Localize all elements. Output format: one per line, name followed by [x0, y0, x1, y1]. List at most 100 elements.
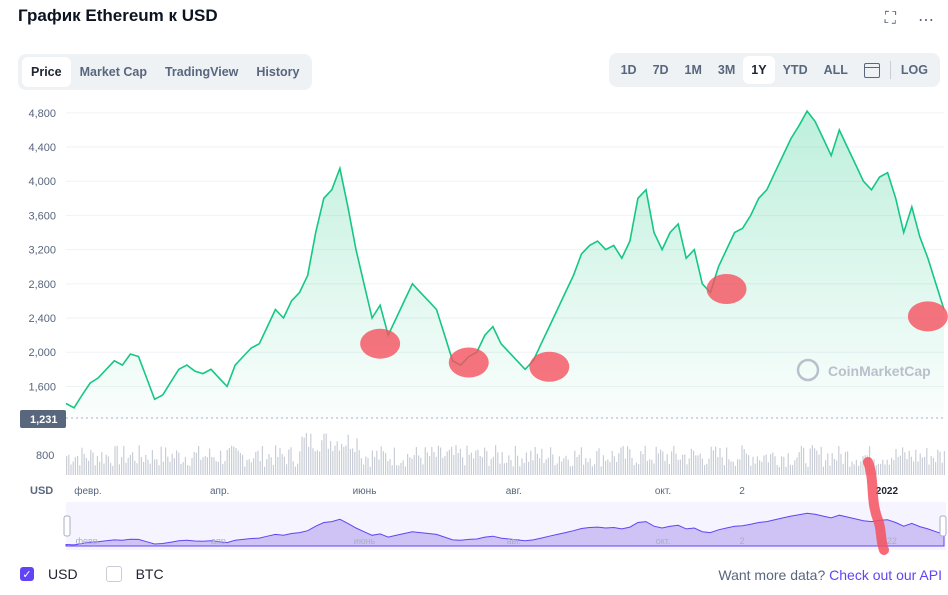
volume-bar: [805, 463, 807, 475]
volume-bar: [783, 456, 785, 475]
range-1d[interactable]: 1D: [620, 63, 637, 77]
volume-bar: [695, 455, 697, 475]
volume-bar: [308, 446, 310, 475]
tab-price[interactable]: Price: [22, 57, 71, 87]
volume-bar: [198, 446, 200, 475]
volume-bar: [385, 452, 387, 475]
volume-bar: [151, 450, 153, 475]
volume-bar: [594, 464, 596, 475]
volume-bar: [913, 461, 915, 475]
volume-bar: [668, 464, 670, 475]
volume-bar: [679, 459, 681, 475]
volume-bar: [915, 449, 917, 475]
volume-bar: [712, 450, 714, 475]
range-ytd[interactable]: YTD: [782, 63, 808, 77]
navigator-handle-left[interactable]: [63, 515, 71, 537]
volume-bar: [517, 455, 519, 475]
volume-bar: [96, 456, 98, 475]
volume-bar: [536, 453, 538, 475]
volume-bar: [429, 456, 431, 475]
volume-bar: [145, 455, 147, 475]
range-7d[interactable]: 7D: [652, 63, 669, 77]
volume-bar: [402, 460, 404, 475]
volume-bar: [94, 465, 96, 475]
api-promo: Want more data? Check out our API: [718, 567, 942, 583]
volume-bar: [103, 463, 105, 475]
api-link[interactable]: Check out our API: [829, 567, 942, 583]
calendar-icon[interactable]: [863, 62, 880, 78]
volume-bar: [127, 457, 129, 475]
marker-1: [360, 328, 401, 359]
volume-bar: [895, 449, 897, 475]
volume-bar: [842, 463, 844, 475]
tab-market-cap[interactable]: Market Cap: [79, 65, 147, 79]
volume-bar: [759, 460, 761, 475]
volume-bar: [231, 445, 233, 475]
volume-bar: [195, 452, 197, 475]
more-icon[interactable]: ⋯: [918, 12, 934, 29]
volume-bar: [222, 464, 224, 475]
volume-bar: [297, 463, 299, 475]
volume-bar: [365, 456, 367, 475]
volume-bar: [81, 447, 83, 475]
volume-bar: [657, 453, 659, 475]
navigator-tick-label: 2: [740, 536, 745, 546]
tab-history[interactable]: History: [256, 65, 300, 79]
tab-tradingview[interactable]: TradingView: [164, 65, 239, 79]
volume-bar: [635, 462, 637, 475]
volume-bar: [448, 449, 450, 475]
volume-bar: [253, 458, 255, 475]
navigator-handle-right[interactable]: [939, 515, 947, 537]
volume-bar: [481, 457, 483, 475]
volume-bar: [182, 462, 184, 475]
volume-bar: [666, 454, 668, 475]
log-toggle[interactable]: LOG: [900, 63, 928, 77]
volume-bar: [264, 466, 266, 475]
volume-bar: [363, 464, 365, 475]
volume-bar: [904, 452, 906, 475]
volume-bar: [468, 454, 470, 475]
volume-bar: [437, 445, 439, 475]
volume-bar: [545, 459, 547, 475]
volume-bar: [715, 446, 717, 475]
volume-bar: [919, 453, 921, 475]
expand-icon[interactable]: ⛶: [884, 10, 896, 27]
volume-bar: [292, 461, 294, 475]
volume-bar: [847, 451, 849, 475]
volume-bar: [83, 454, 85, 475]
volume-bar: [255, 451, 257, 475]
volume-bar: [411, 458, 413, 475]
range-all[interactable]: ALL: [823, 63, 848, 77]
volume-bar: [358, 450, 360, 475]
btc-checkbox[interactable]: [105, 566, 122, 582]
volume-bar: [204, 456, 206, 475]
x-tick-label: авг.: [506, 486, 522, 497]
volume-bar: [138, 445, 140, 475]
volume-bar: [596, 451, 598, 475]
range-3m[interactable]: 3M: [717, 63, 736, 77]
range-1y[interactable]: 1Y: [743, 56, 775, 84]
volume-bar: [154, 459, 156, 475]
volume-bar: [156, 459, 158, 475]
volume-bar: [930, 456, 932, 475]
volume-bar: [710, 446, 712, 475]
navigator-tick-label: июнь: [354, 536, 376, 546]
chart-type-tabs: Price Market Cap TradingView History: [18, 54, 313, 90]
volume-bar: [662, 451, 664, 475]
volume-bar: [184, 457, 186, 475]
volume-bar: [882, 459, 884, 475]
volume-bar: [877, 463, 879, 475]
volume-bar: [369, 466, 371, 475]
volume-bar: [226, 450, 228, 475]
navigator-area: [65, 512, 945, 547]
range-1m[interactable]: 1M: [684, 63, 702, 77]
volume-bar: [488, 465, 490, 475]
volume-bar: [125, 462, 127, 475]
volume-bar: [173, 458, 175, 475]
volume-bar: [356, 438, 358, 475]
price-chart[interactable]: 4,800 4,400 4,000 3,600 3,200 2,800 2,400 2,000…: [0, 100, 948, 555]
btc-label: BTC: [135, 566, 164, 582]
usd-checkbox[interactable]: ✓: [20, 567, 34, 581]
volume-bar: [926, 448, 928, 475]
volume-bar: [935, 462, 937, 475]
